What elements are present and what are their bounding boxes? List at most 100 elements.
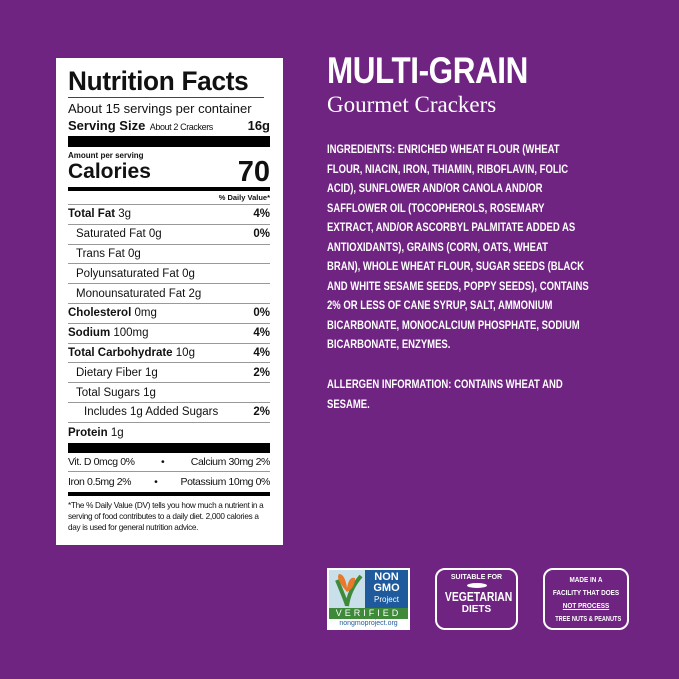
nutrient-amount: 0g (148, 228, 162, 241)
nutrition-facts-panel: Nutrition Facts About 15 servings per co… (55, 57, 284, 546)
nongmo-non: NON (374, 571, 399, 583)
footnote: *The % Daily Value (DV) tells you how mu… (68, 501, 264, 533)
facility-l2: FACILITY THAT DOES (552, 588, 620, 597)
nutrient-name: Includes 1g Added Sugars (84, 406, 219, 419)
nutrient-label: Monounsaturated Fat 2g (76, 288, 201, 300)
nutrient-row: Total Fat 3g 4% (68, 205, 270, 225)
nutrient-label: Dietary Fiber 1g (76, 367, 158, 379)
facility-l3: NOT PROCESS (562, 601, 610, 610)
product-name: MULTI-GRAIN (327, 50, 528, 91)
nutrient-name: Total Carbohydrate (68, 346, 173, 359)
nutrient-dv: 2% (253, 366, 270, 379)
nutrient-amount: 100mg (113, 327, 149, 340)
nutrient-dv: 4% (253, 346, 270, 359)
text-line: ALLERGEN INFORMATION: CONTAINS WHEAT AND (327, 378, 563, 391)
product-subtitle: Gourmet Crackers (327, 92, 497, 117)
nutrient-row: Protein 1g (68, 423, 270, 443)
nongmo-verified: VERIFIED (329, 608, 408, 619)
bullet: • (154, 476, 158, 489)
vegetarian-badge: SUITABLE FOR VEGETARIAN DIETS (435, 568, 518, 630)
nutrient-row: Sodium 100mg 4% (68, 324, 270, 344)
text-line: 2% OR LESS OF CANE SYRUP, SALT, AMMONIUM (327, 299, 553, 312)
nutrient-label: Sodium 100mg (68, 327, 149, 339)
nutrient-name: Trans Fat (76, 247, 125, 260)
nutrient-name: Cholesterol (68, 307, 132, 320)
facility-badge: MADE IN A FACILITY THAT DOES NOT PROCESS… (543, 568, 629, 630)
nutrient-label: Total Sugars 1g (76, 387, 156, 399)
nutrient-amount: 1g (110, 426, 124, 439)
nutrient-label: Saturated Fat 0g (76, 228, 162, 240)
nutrient-dv: 2% (253, 406, 270, 419)
text-line: SESAME. (327, 397, 370, 411)
nutrient-name: Polyunsaturated Fat (76, 267, 179, 280)
text-line: INGREDIENTS: ENRICHED WHEAT FLOUR (WHEAT (327, 143, 560, 156)
potassium: Potassium 10mg 0% (180, 476, 271, 489)
medium-divider (68, 492, 270, 497)
nutrient-row: Monounsaturated Fat 2g (68, 284, 270, 304)
nutrient-amount: 1g (145, 366, 158, 379)
serving-size-row: Serving Size About 2 Crackers 16g (68, 117, 270, 134)
nutrient-amount: 0g (127, 247, 141, 260)
nutrient-label: Includes 1g Added Sugars (84, 406, 218, 418)
thick-divider (68, 442, 270, 453)
ingredients-text: INGREDIENTS: ENRICHED WHEAT FLOUR (WHEAT… (327, 140, 646, 355)
nutrient-label: Trans Fat 0g (76, 248, 141, 260)
vegetarian-bottom: DIETS (461, 604, 492, 615)
nutrient-row: Includes 1g Added Sugars 2% (68, 403, 270, 423)
nutrient-label: Total Fat 3g (68, 208, 131, 220)
nutrient-row: Total Sugars 1g (68, 383, 270, 403)
nutrient-label: Polyunsaturated Fat 0g (76, 268, 195, 280)
calcium: Calcium 30mg 2% (190, 455, 271, 468)
nutrient-name: Protein (68, 426, 108, 439)
nongmo-gmo: GMO (373, 582, 400, 594)
calories-value: 70 (237, 156, 270, 188)
nongmo-url: nongmoproject.org (339, 620, 398, 627)
bullet: • (161, 455, 165, 468)
text-line: AND WHITE SESAME SEEDS, POPPY SEEDS), CO… (327, 279, 589, 293)
thick-divider (68, 136, 270, 147)
serving-size-desc: About 2 Crackers (149, 122, 214, 132)
nutrient-amount: 2g (188, 287, 202, 300)
nutrient-name: Saturated Fat (76, 228, 146, 241)
text-line: BICARBONATE, MONOCALCIUM PHOSPHATE, SODI… (327, 318, 580, 332)
nutrition-title: Nutrition Facts (68, 66, 264, 98)
text-line: BICARBONATE, ENZYMES. (327, 338, 451, 351)
text-line: SAFFLOWER OIL (TOCOPHEROLS, ROSEMARY (327, 201, 545, 215)
iron: Iron 0.5mg 2% (68, 476, 132, 489)
nutrient-dv: 0% (253, 307, 270, 320)
nutrient-name: Monounsaturated Fat (76, 287, 186, 300)
facility-l1: MADE IN A (569, 575, 603, 584)
text-line: FLOUR, NIACIN, IRON, THIAMIN, RIBOFLAVIN… (327, 162, 569, 176)
vegetarian-main: VEGETARIAN (444, 589, 513, 604)
amount-per-serving: Amount per serving (68, 151, 144, 160)
nutrient-dv: 0% (253, 228, 270, 241)
mineral-row: Iron 0.5mg 2% • Potassium 10mg 0% (68, 472, 270, 492)
nutrient-label: Total Carbohydrate 10g (68, 347, 195, 359)
leaf-icon (466, 583, 487, 588)
medium-divider (68, 187, 270, 191)
product-header: MULTI-GRAIN Gourmet Crackers (327, 50, 563, 118)
nutrient-name: Total Sugars (76, 386, 140, 399)
vitamin-d: Vit. D 0mcg 0% (68, 455, 135, 468)
serving-size-value: 16g (247, 118, 270, 133)
nutrient-amount: 0g (182, 267, 195, 280)
allergen-text: ALLERGEN INFORMATION: CONTAINS WHEAT AND… (327, 375, 614, 414)
nutrient-amount: 3g (118, 208, 132, 221)
calories-row: Calories 70 (68, 156, 270, 188)
nutrient-row: Dietary Fiber 1g 2% (68, 363, 270, 384)
nutrient-row: Trans Fat 0g (68, 245, 270, 265)
text-line: EXTRACT, AND/OR ASCORBYL PALMITATE ADDED… (327, 221, 576, 234)
text-line: BRAN), WHOLE WHEAT FLOUR, SUGAR SEEDS (B… (327, 260, 585, 273)
nutrient-dv: 4% (253, 327, 270, 340)
nutrient-label: Cholesterol 0mg (68, 307, 157, 319)
nutrient-row: Cholesterol 0mg 0% (68, 304, 270, 324)
nutrient-name: Total Fat (68, 208, 116, 221)
calories-label: Calories (68, 160, 151, 183)
nutrient-dv: 4% (253, 208, 270, 221)
text-line: ACID), SUNFLOWER AND/OR CANOLA AND/OR (327, 182, 543, 195)
nutrient-label: Protein 1g (68, 427, 124, 439)
facility-l4: TREE NUTS & PEANUTS (555, 614, 622, 623)
nutrient-name: Sodium (68, 327, 111, 340)
daily-value-header: % Daily Value* (68, 191, 270, 205)
vitamin-row: Vit. D 0mcg 0% • Calcium 30mg 2% (68, 453, 270, 473)
